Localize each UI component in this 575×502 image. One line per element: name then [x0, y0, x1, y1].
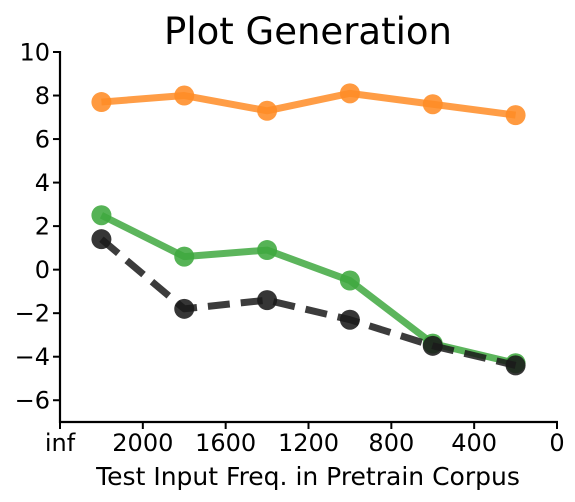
series-1-point — [339, 83, 360, 104]
y-tick-label: 4 — [35, 169, 50, 197]
series-2-point — [257, 240, 278, 261]
x-tick-label: 0 — [549, 429, 564, 457]
series-3-point — [422, 335, 443, 356]
series-1-point — [257, 100, 278, 121]
y-tick-label: −4 — [15, 343, 50, 371]
chart-title: Plot Generation — [164, 10, 452, 53]
x-tick-label: 400 — [451, 429, 497, 457]
y-tick-label: 0 — [35, 256, 50, 284]
x-tick-label: 1600 — [195, 429, 256, 457]
y-tick-label: 8 — [35, 82, 50, 110]
series-3-point — [257, 290, 278, 311]
series-2-point — [91, 205, 112, 226]
series-1-point — [91, 92, 112, 113]
y-tick-label: 6 — [35, 126, 50, 154]
y-tick-label: −2 — [15, 300, 50, 328]
series-3-point — [91, 229, 112, 250]
y-tick-label: 2 — [35, 213, 50, 241]
x-tick-label: inf — [45, 429, 76, 457]
series-3-point — [174, 298, 195, 319]
y-tick-label: 10 — [19, 39, 50, 67]
series-2-point — [174, 246, 195, 267]
series-1-point — [174, 85, 195, 106]
y-tick-label: −6 — [15, 387, 50, 415]
x-tick-label: 800 — [368, 429, 414, 457]
series-1-point — [422, 94, 443, 115]
x-tick-label: 1200 — [278, 429, 339, 457]
series-3-line — [99, 236, 517, 369]
series-3-point — [339, 309, 360, 330]
series-1-line — [101, 89, 517, 119]
series-1-point — [505, 105, 526, 126]
series-3-point — [505, 355, 526, 376]
x-axis-label: Test Input Freq. in Pretrain Corpus — [95, 462, 520, 491]
axis-ticks: −6 −4 −2 0 2 4 6 8 10 inf 2000 1600 1200 800 400 0 — [15, 39, 565, 458]
plot-area — [91, 83, 526, 376]
series-2-point — [339, 270, 360, 291]
x-tick-label: 2000 — [112, 429, 173, 457]
